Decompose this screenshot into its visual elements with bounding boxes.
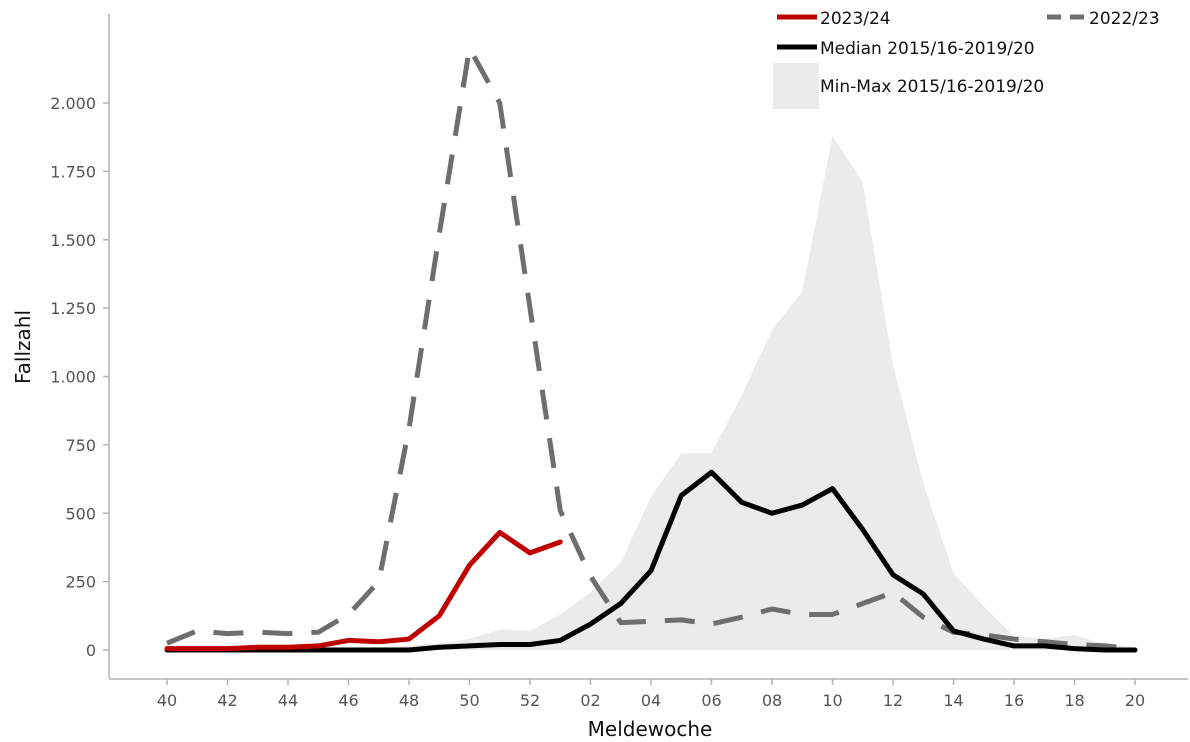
x-tick-label: 06 [701,691,721,710]
y-tick-label: 1.750 [50,162,96,181]
x-tick-label: 50 [459,691,479,710]
x-tick-label: 08 [762,691,782,710]
legend-label-min-max: Min-Max 2015/16-2019/20 [820,77,1044,97]
x-tick-label: 04 [641,691,661,710]
legend-label-2023-24: 2023/24 [820,9,891,29]
x-tick-label: 16 [1004,691,1024,710]
y-ticks: 0 250 500 750 1.000 1.250 1.500 1.750 2.000 [50,94,109,660]
x-tick-label: 46 [338,691,358,710]
y-axis-title: Fallzahl [11,310,35,384]
series-line-2022-23 [166,45,1136,652]
x-tick-label: 40 [157,691,177,710]
min-max-band-layer [167,135,1135,650]
x-axis-title: Meldewoche [588,717,713,741]
x-tick-label: 48 [399,691,419,710]
x-tick-label: 14 [943,691,963,710]
x-tick-label: 10 [822,691,842,710]
y-tick-label: 2.000 [50,94,96,113]
y-tick-label: 1.500 [50,231,96,250]
x-tick-label: 44 [278,691,298,710]
legend-label-median: Median 2015/16-2019/20 [820,39,1035,59]
y-tick-label: 500 [65,504,96,523]
x-tick-label: 52 [520,691,540,710]
y-tick-label: 250 [65,573,96,592]
x-tick-label: 18 [1064,691,1084,710]
legend: 2023/24 2022/23 Median 2015/16-2019/20 M… [773,9,1160,109]
legend-swatch-min-max [773,63,819,109]
series-line-median-2015-16-2019-20 [164,469,1138,653]
legend-label-2022-23: 2022/23 [1089,9,1160,29]
x-ticks: 40 42 44 46 48 50 52 02 04 06 08 10 12 14 16 18 20 [157,679,1145,710]
x-tick-label: 02 [580,691,600,710]
axes [108,14,1188,680]
y-tick-label: 1.250 [50,299,96,318]
min-max-band [167,135,1135,650]
series-line-2023-24 [164,529,563,652]
x-tick-label: 20 [1125,691,1145,710]
x-tick-label: 42 [217,691,237,710]
y-tick-label: 1.000 [50,368,96,387]
y-tick-label: 0 [86,641,96,660]
y-tick-label: 750 [65,436,96,455]
series-layer [164,45,1138,653]
x-tick-label: 12 [883,691,903,710]
